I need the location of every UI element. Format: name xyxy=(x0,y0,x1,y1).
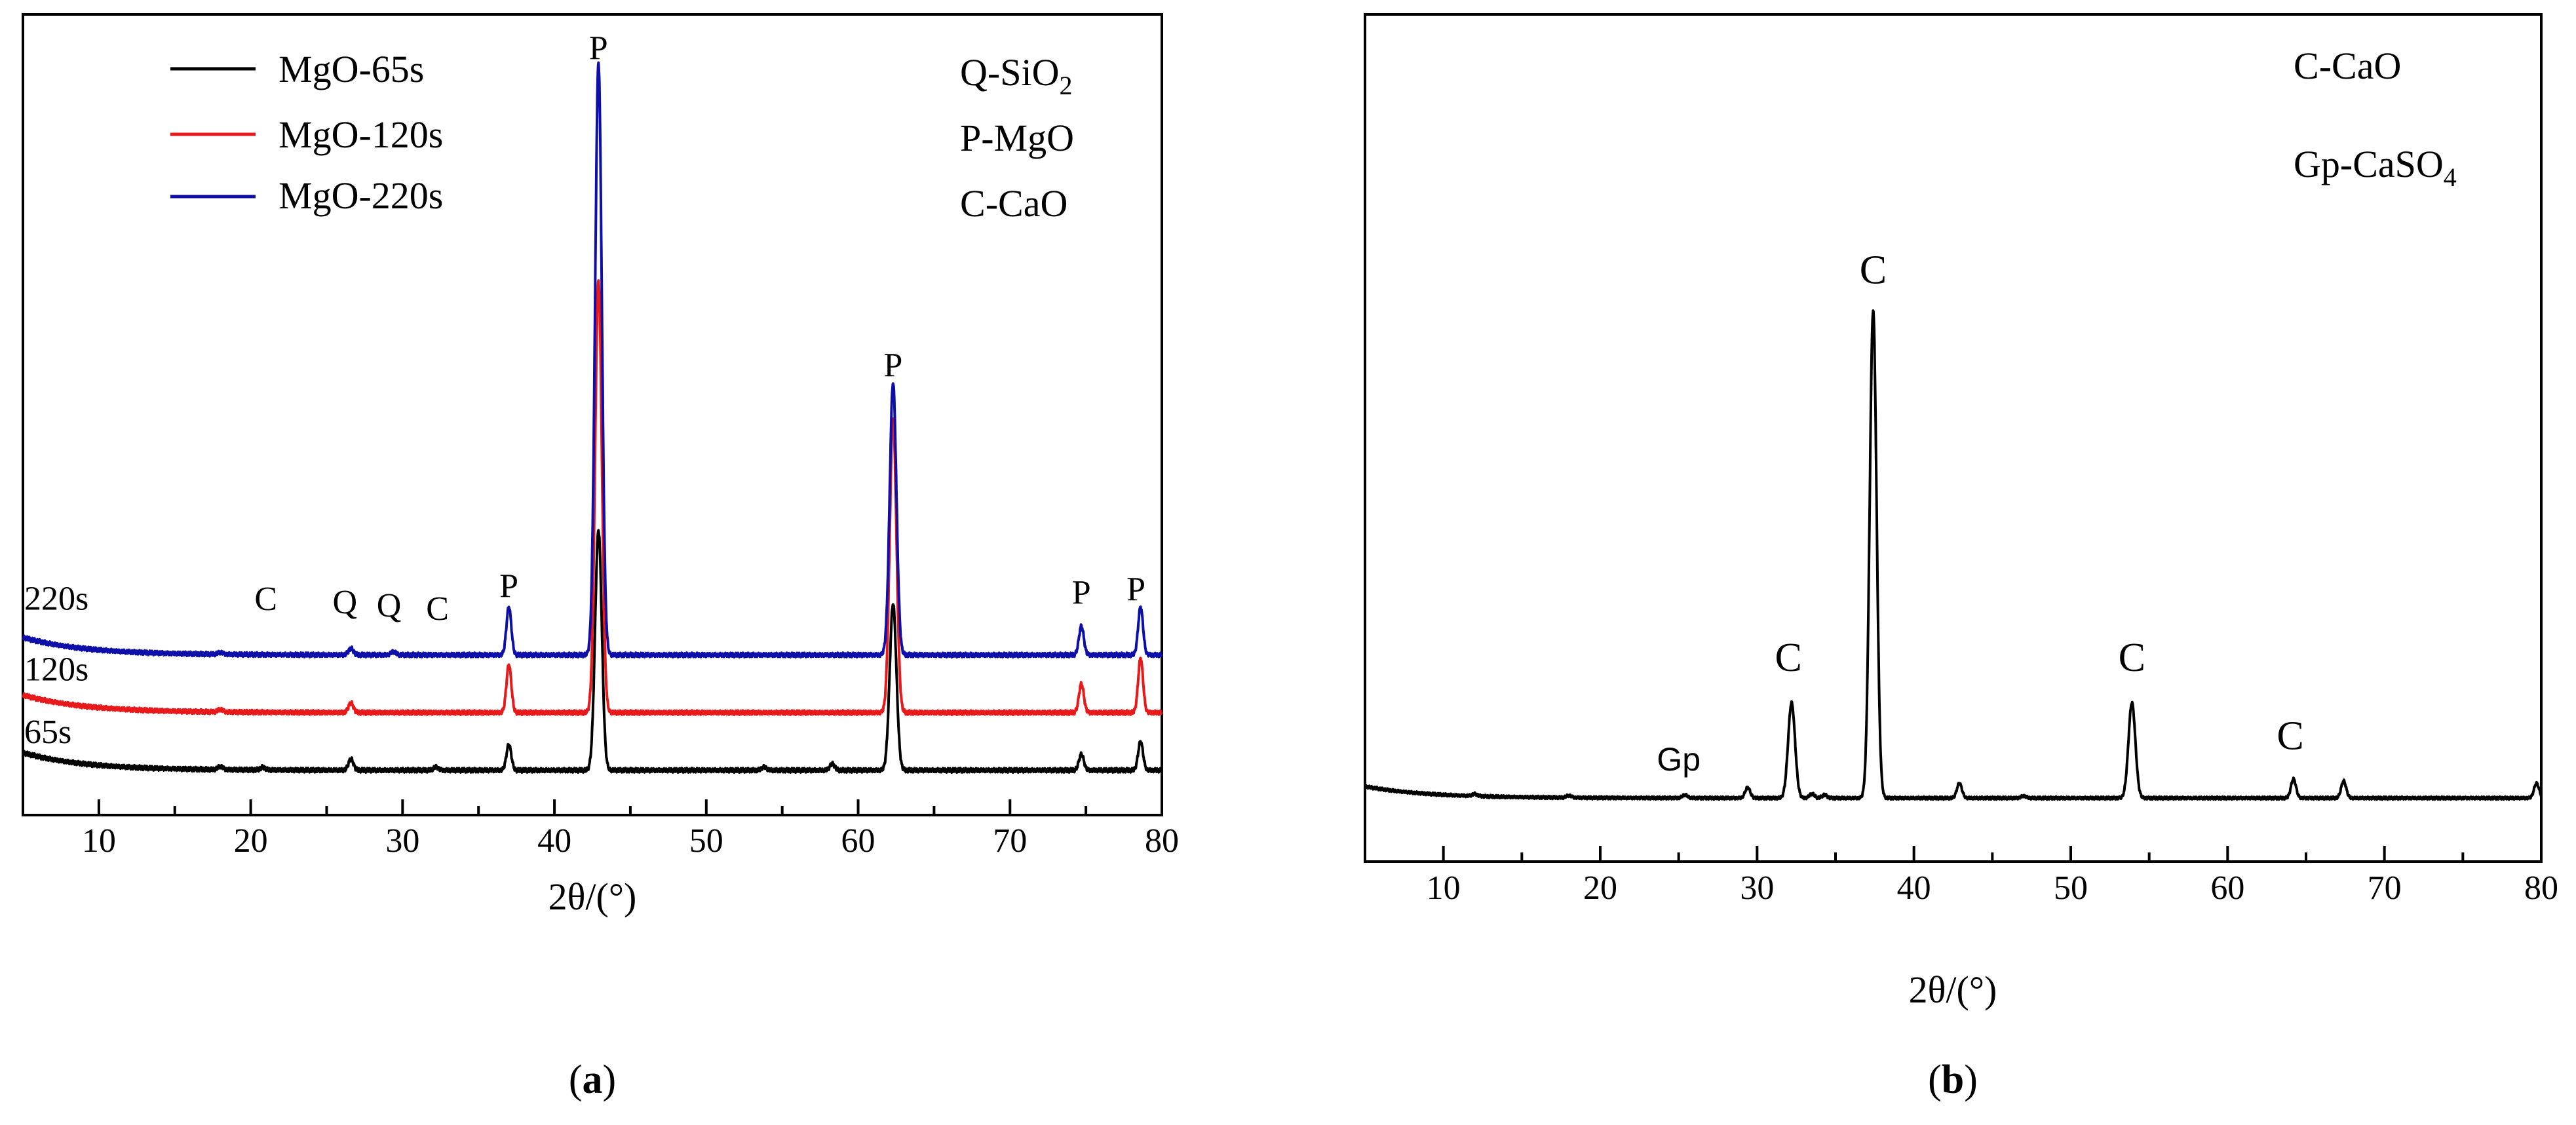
x-tick-label: 20 xyxy=(1583,869,1617,907)
phase-key-item: P-MgO xyxy=(960,117,1074,159)
x-tick-label: 60 xyxy=(2210,869,2244,907)
phase-key-item: C-CaO xyxy=(960,182,1067,225)
peak-label: Q xyxy=(377,587,402,624)
phase-subscript: 4 xyxy=(2444,162,2457,192)
phase-formula: MgO xyxy=(994,117,1074,159)
peak-label: P xyxy=(1072,574,1091,611)
legend-a: MgO-65s MgO-120s MgO-220s xyxy=(170,48,443,217)
peak-label: C xyxy=(1775,636,1802,680)
panel-b: 10 20 30 40 50 60 70 80 C C C C Gp C-CaO Gp-CaSO4 2… xyxy=(1364,13,2558,1102)
panel-caption-b: (b) xyxy=(1928,1058,1978,1102)
x-axis-label-a: 2θ/(°) xyxy=(548,875,637,918)
series-side-label: 220s xyxy=(24,580,88,617)
x-tick-label: 10 xyxy=(1427,869,1461,907)
x-ticks-b: 10 20 30 40 50 60 70 80 xyxy=(1427,846,2558,907)
x-tick-label: 70 xyxy=(993,822,1027,860)
phase-code: P xyxy=(960,117,981,159)
x-tick-label: 30 xyxy=(385,822,419,860)
x-axis-label-b: 2θ/(°) xyxy=(1909,968,1997,1011)
phase-key-item: Q-SiO2 xyxy=(960,51,1072,100)
phase-key-b: C-CaO Gp-CaSO4 xyxy=(2294,45,2457,192)
x-tick-label: 40 xyxy=(537,822,571,860)
plot-frame-b xyxy=(1364,13,2543,863)
peak-label: P xyxy=(589,29,608,67)
phase-key-item: C-CaO xyxy=(2294,45,2401,87)
peak-label: C xyxy=(1860,248,1887,293)
series-line-sample xyxy=(1364,309,2543,801)
plot-frame-a xyxy=(22,13,1163,816)
legend-label: MgO-120s xyxy=(279,113,443,156)
x-tick-label: 50 xyxy=(2054,869,2088,907)
peak-label: Gp xyxy=(1657,741,1701,778)
phase-subscript: 2 xyxy=(1059,71,1072,100)
series-line-MgO-220s xyxy=(22,61,1163,658)
x-tick-label: 80 xyxy=(2524,869,2558,907)
phase-formula: CaSO xyxy=(2353,143,2444,185)
peak-label: C xyxy=(254,581,277,618)
legend-label: MgO-65s xyxy=(279,48,424,90)
phase-code: C xyxy=(960,182,986,225)
x-tick-label: 10 xyxy=(82,822,116,860)
phase-code: C xyxy=(2294,45,2319,87)
peak-label: P xyxy=(1126,571,1145,609)
x-tick-label: 30 xyxy=(1740,869,1774,907)
peak-label: P xyxy=(499,568,518,605)
series-group-a xyxy=(22,61,1163,774)
peak-label: C xyxy=(426,590,449,628)
x-tick-label: 70 xyxy=(2368,869,2402,907)
x-tick-label: 60 xyxy=(841,822,875,860)
x-tick-label: 20 xyxy=(234,822,268,860)
series-line-MgO-120s xyxy=(22,279,1163,716)
series-side-label: 120s xyxy=(24,651,88,688)
peak-label: P xyxy=(883,347,902,384)
phase-formula: SiO xyxy=(1000,51,1059,94)
peak-labels-b: C C C C Gp xyxy=(1657,248,2303,778)
peak-label: C xyxy=(2119,636,2145,680)
x-tick-label: 80 xyxy=(1145,822,1179,860)
x-ticks-a: 10 20 30 40 50 60 70 80 xyxy=(82,799,1179,860)
phase-key-a: Q-SiO2 P-MgO C-CaO xyxy=(960,51,1074,225)
panel-caption-a: (a) xyxy=(569,1058,616,1102)
phase-formula: CaO xyxy=(998,182,1067,225)
peak-label: C xyxy=(2277,714,2303,759)
phase-code: Q xyxy=(960,51,988,94)
phase-formula: CaO xyxy=(2332,45,2401,87)
legend-label: MgO-220s xyxy=(279,174,443,217)
phase-code: Gp xyxy=(2294,143,2340,185)
series-line-MgO-65s xyxy=(22,529,1163,774)
series-group-b xyxy=(1364,309,2543,801)
series-side-label: 65s xyxy=(24,714,71,751)
x-tick-label: 40 xyxy=(1897,869,1931,907)
peak-label: Q xyxy=(332,584,357,621)
x-tick-label: 50 xyxy=(689,822,723,860)
phase-key-item: Gp-CaSO4 xyxy=(2294,143,2457,192)
series-side-labels-a: 65s 120s 220s xyxy=(24,580,88,751)
